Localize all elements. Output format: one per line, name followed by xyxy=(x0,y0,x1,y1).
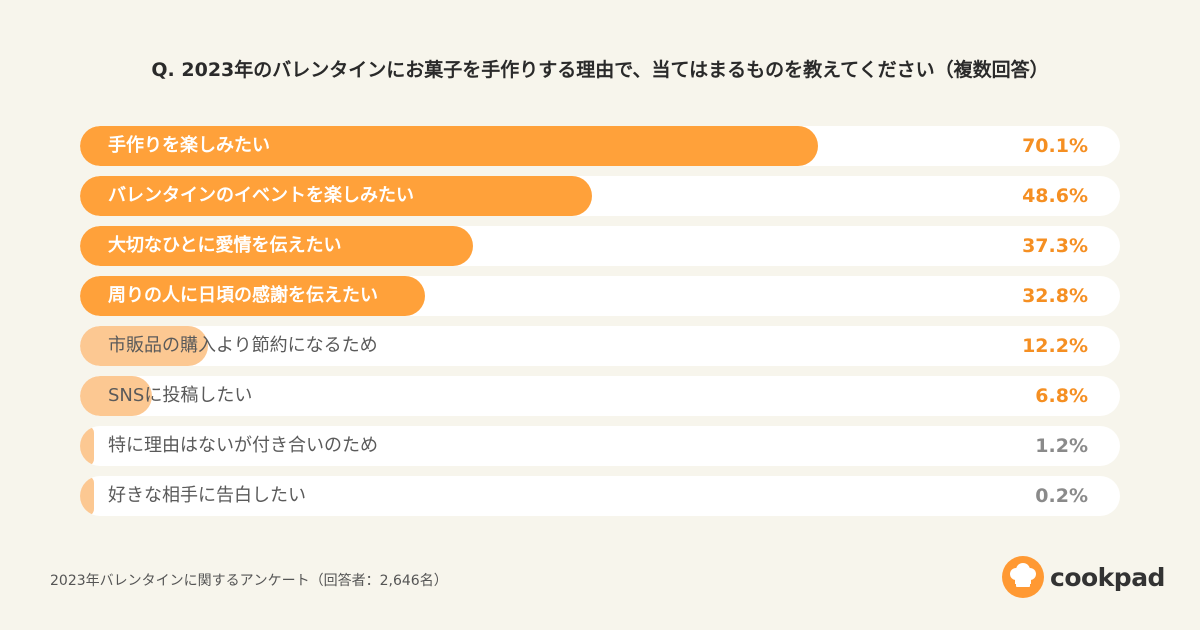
bar xyxy=(80,126,818,166)
value-label: 6.8% xyxy=(1035,385,1088,407)
survey-footnote: 2023年バレンタインに関するアンケート（回答者：2,646名） xyxy=(50,573,448,589)
cookpad-logo: cookpad xyxy=(1002,556,1165,598)
bar-row: 手作りを楽しみたい 70.1% xyxy=(80,126,1120,166)
bar-row: 特に理由はないが付き合いのため 1.2% xyxy=(80,426,1120,466)
category-label: SNSに投稿したい xyxy=(108,385,253,406)
bar-chart: 手作りを楽しみたい 70.1% バレンタインのイベントを楽しみたい 48.6% 大切なひ… xyxy=(80,126,1120,526)
category-label: 大切なひとに愛情を伝えたい xyxy=(108,235,342,256)
bar xyxy=(80,326,209,366)
bar-row: バレンタインのイベントを楽しみたい 48.6% xyxy=(80,176,1120,216)
category-label: バレンタインのイベントを楽しみたい xyxy=(108,185,414,206)
bar xyxy=(80,176,592,216)
value-label: 0.2% xyxy=(1035,485,1088,507)
bar-row: SNSに投稿したい 6.8% xyxy=(80,376,1120,416)
value-label: 1.2% xyxy=(1035,435,1088,457)
bar xyxy=(80,376,152,416)
bar-row: 市販品の購入より節約になるため 12.2% xyxy=(80,326,1120,366)
value-label: 12.2% xyxy=(1022,335,1088,357)
category-label: 特に理由はないが付き合いのため xyxy=(108,435,378,456)
bar xyxy=(80,426,94,466)
chart-title: Q. 2023年のバレンタインにお菓子を手作りする理由で、当てはまるものを教えて… xyxy=(151,59,1049,81)
value-label: 48.6% xyxy=(1022,185,1088,207)
bar-row: 好きな相手に告白したい 0.2% xyxy=(80,476,1120,516)
chef-hat-icon xyxy=(1002,556,1044,598)
category-label: 手作りを楽しみたい xyxy=(108,135,270,156)
bar-row: 大切なひとに愛情を伝えたい 37.3% xyxy=(80,226,1120,266)
value-label: 32.8% xyxy=(1022,285,1088,307)
category-label: 市販品の購入より節約になるため xyxy=(108,335,378,356)
value-label: 70.1% xyxy=(1022,135,1088,157)
category-label: 周りの人に日頃の感謝を伝えたい xyxy=(108,285,378,306)
bar-row: 周りの人に日頃の感謝を伝えたい 32.8% xyxy=(80,276,1120,316)
logo-wordmark: cookpad xyxy=(1050,562,1165,592)
value-label: 37.3% xyxy=(1022,235,1088,257)
category-label: 好きな相手に告白したい xyxy=(108,485,306,506)
bar xyxy=(80,226,473,266)
bar xyxy=(80,476,94,516)
bar xyxy=(80,276,426,316)
